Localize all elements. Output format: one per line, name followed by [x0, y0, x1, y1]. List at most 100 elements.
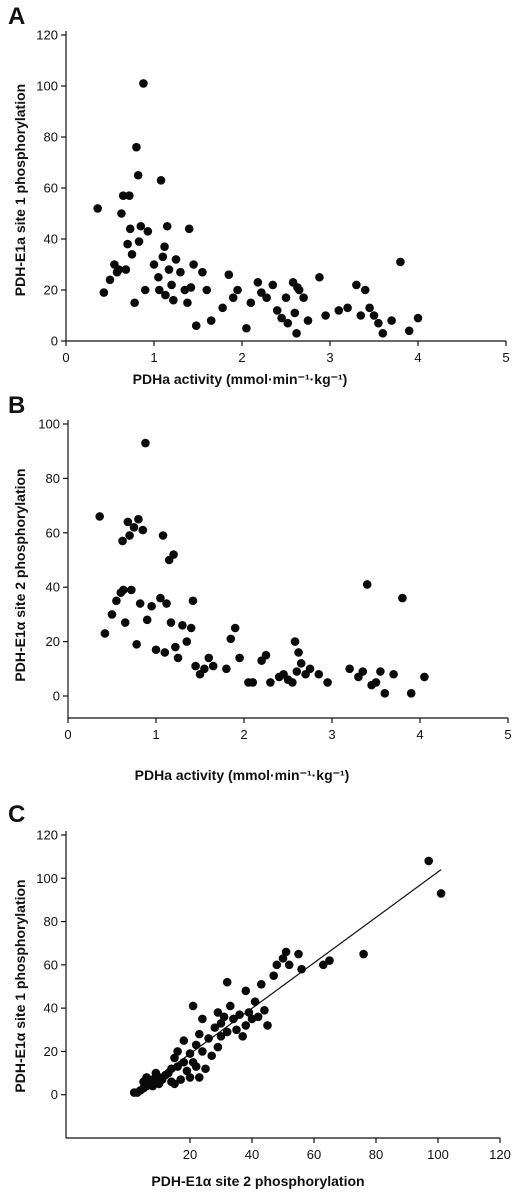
data-point-a: [404, 326, 414, 336]
data-point-b: [160, 648, 170, 657]
data-point-a: [378, 329, 388, 338]
data-point-c: [226, 1001, 235, 1011]
data-point-a: [262, 293, 271, 302]
data-point-c: [235, 1010, 244, 1019]
x-tick-label-b: 0: [64, 727, 71, 742]
data-point-b: [288, 678, 297, 687]
data-point-a: [242, 323, 251, 333]
data-point-c: [238, 1031, 247, 1041]
data-point-b: [123, 517, 133, 527]
data-point-c: [191, 1062, 201, 1071]
data-point-b: [138, 525, 148, 535]
data-point-c: [222, 1027, 232, 1037]
data-point-a: [206, 316, 216, 325]
panel-letter-a: A: [8, 3, 25, 30]
data-point-b: [171, 642, 180, 652]
data-point-a: [160, 242, 169, 251]
data-point-b: [200, 664, 209, 674]
y-tick-label-a: 60: [44, 181, 58, 196]
data-point-c: [325, 956, 334, 965]
data-point-a: [149, 260, 159, 269]
data-point-c: [198, 1047, 207, 1056]
data-point-b: [158, 531, 168, 540]
y-tick-label-c: 60: [44, 957, 58, 972]
data-point-a: [292, 329, 301, 338]
data-point-b: [230, 623, 240, 633]
data-point-a: [132, 142, 141, 152]
x-tick-label-a: 5: [502, 350, 509, 365]
x-tick-label-b: 4: [416, 727, 423, 742]
data-point-a: [396, 257, 405, 267]
data-point-a: [140, 285, 150, 295]
data-point-b: [147, 601, 156, 611]
data-point-c: [179, 1057, 189, 1067]
data-point-a: [130, 298, 139, 308]
data-point-a: [218, 303, 227, 313]
x-axis-title-c: PDH-E1α site 2 phosphorylation: [151, 1173, 364, 1189]
data-point-b: [266, 678, 275, 687]
data-point-b: [142, 615, 152, 625]
data-point-b: [188, 596, 198, 606]
data-point-b: [191, 661, 200, 671]
data-point-a: [283, 318, 293, 328]
data-point-b: [290, 637, 300, 646]
y-tick-label-c: 20: [44, 1044, 58, 1059]
data-point-a: [189, 260, 198, 269]
y-axis-title-b: PDH-E1α site 2 phosphorylation: [12, 468, 28, 681]
data-point-a: [167, 280, 176, 290]
data-point-b: [129, 523, 139, 532]
data-point-c: [297, 964, 306, 974]
data-point-b: [235, 653, 244, 663]
x-tick-label-c: 120: [489, 1147, 511, 1162]
data-point-b: [294, 648, 303, 657]
y-tick-label-c: 100: [36, 871, 58, 886]
y-tick-label-b: 40: [46, 580, 60, 595]
data-point-c: [294, 949, 303, 959]
data-point-b: [178, 620, 187, 630]
data-point-a: [277, 313, 286, 323]
y-tick-label-b: 100: [38, 417, 60, 432]
data-point-a: [105, 275, 115, 285]
data-point-c: [257, 980, 266, 989]
data-point-c: [195, 1029, 204, 1039]
data-point-a: [303, 316, 313, 325]
x-tick-label-c: 100: [427, 1147, 449, 1162]
data-point-a: [343, 303, 352, 313]
x-tick-label-a: 2: [238, 350, 245, 365]
data-point-c: [244, 1008, 254, 1017]
x-tick-label-a: 1: [150, 350, 157, 365]
data-point-c: [170, 1053, 179, 1063]
data-point-a: [186, 283, 196, 292]
data-point-b: [358, 667, 368, 676]
data-point-a: [139, 79, 148, 88]
data-point-a: [118, 191, 128, 200]
y-tick-label-c: 120: [36, 828, 58, 843]
data-point-a: [224, 270, 234, 280]
x-tick-label-a: 4: [414, 350, 421, 365]
data-point-a: [374, 318, 383, 328]
y-tick-label-b: 60: [46, 525, 60, 540]
data-point-b: [166, 618, 176, 627]
data-point-c: [260, 1006, 269, 1015]
data-point-b: [296, 659, 306, 668]
data-point-c: [195, 1073, 204, 1082]
y-tick-label-a: 100: [36, 79, 58, 94]
data-point-a: [136, 221, 146, 231]
data-point-a: [387, 316, 396, 325]
panel-a-scatter-plot: 0 20 40 60 80 100 120 0 1 2 3 4 5 PDHa activity (mmol…: [12, 28, 510, 388]
data-point-c: [170, 1079, 179, 1089]
data-point-a: [123, 239, 132, 249]
data-point-b: [162, 599, 171, 608]
data-point-c: [253, 1012, 263, 1022]
data-point-b: [362, 580, 372, 589]
data-point-b: [420, 672, 429, 682]
x-tick-label-c: 40: [245, 1147, 259, 1162]
data-point-c: [207, 1051, 216, 1061]
x-tick-label-b: 5: [504, 727, 511, 742]
x-tick-label-a: 0: [62, 350, 69, 365]
data-point-c: [182, 1066, 192, 1076]
data-point-a: [268, 280, 278, 290]
data-point-a: [198, 267, 207, 277]
data-point-b: [95, 512, 104, 521]
